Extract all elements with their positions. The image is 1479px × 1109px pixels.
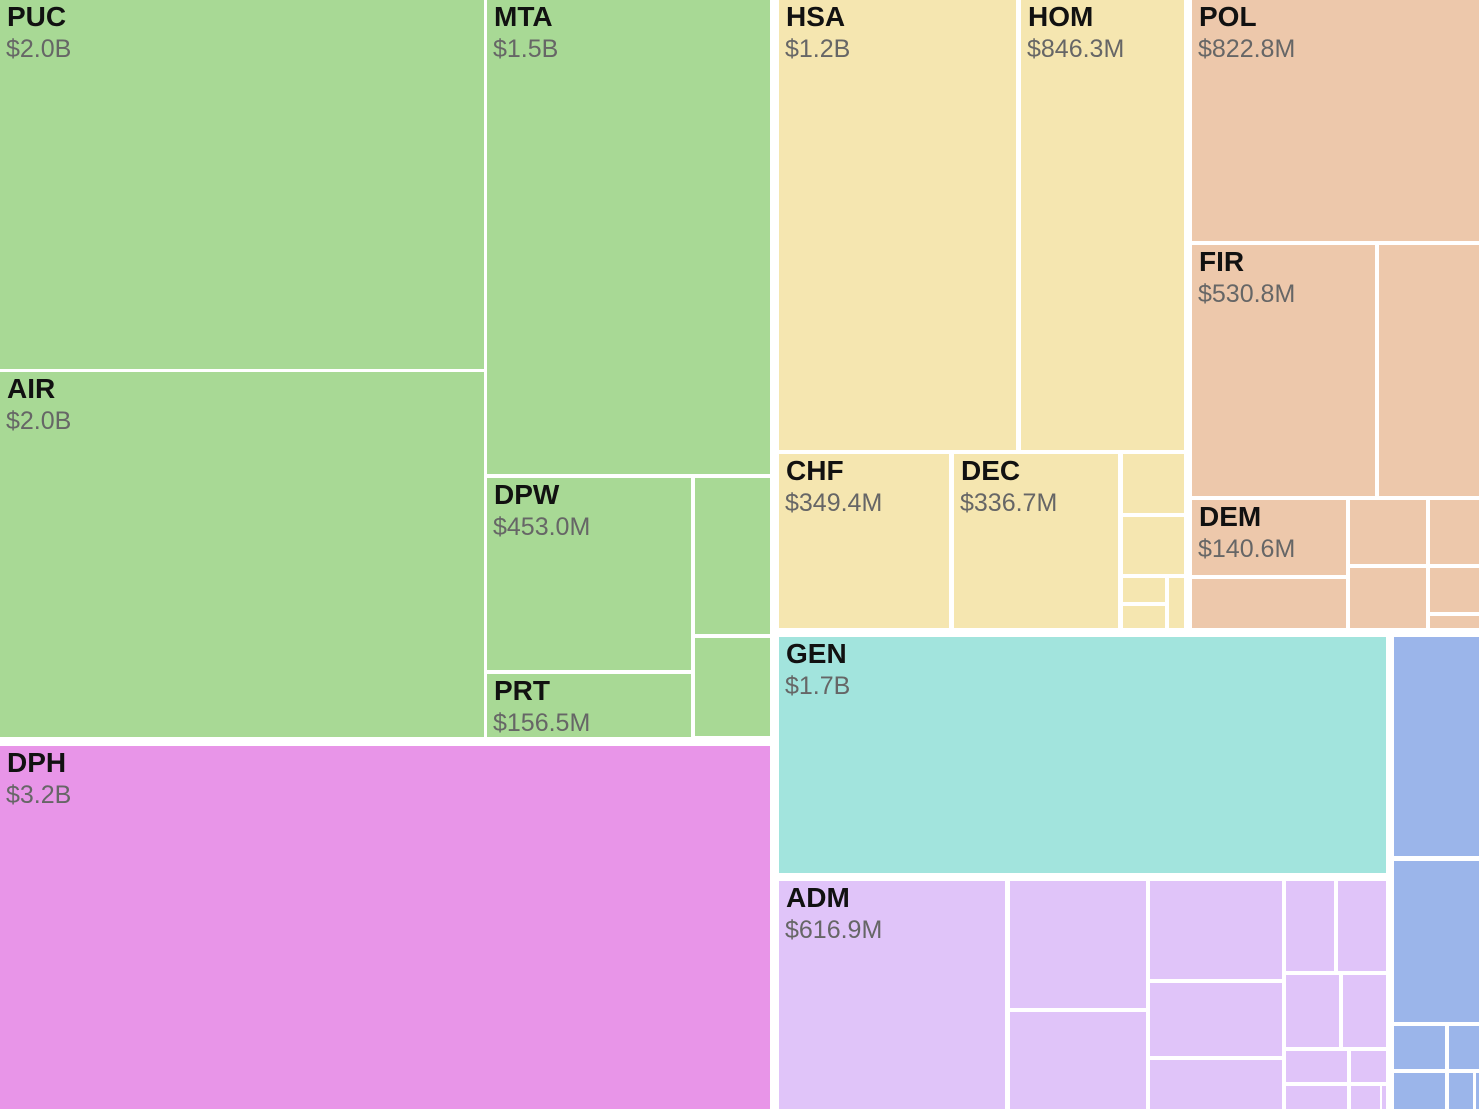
treemap-tile-dpw: DPW $453.0M	[487, 478, 691, 670]
tile-code-label: PRT	[494, 675, 550, 706]
treemap-tile-hsa: HSA $1.2B	[779, 0, 1016, 450]
treemap-tile-blue-6	[1476, 1073, 1479, 1109]
tile-code-label: ADM	[786, 882, 850, 913]
treemap-tile-peach-7	[1430, 500, 1479, 564]
treemap-tile-lavender-13	[1351, 1086, 1380, 1109]
treemap-tile-blue-1	[1394, 861, 1479, 1022]
treemap-tile-lavender-2	[1010, 1012, 1146, 1109]
treemap-tile-yellow-6	[1123, 578, 1165, 602]
treemap-tile-dph: DPH $3.2B	[0, 746, 770, 1109]
tile-code-label: DEC	[961, 455, 1021, 486]
treemap-tile-yellow-5	[1123, 517, 1184, 574]
treemap-tile-air: AIR $2.0B	[0, 372, 484, 737]
treemap-tile-blue-4	[1394, 1073, 1445, 1109]
tile-value-label: $822.8M	[1198, 35, 1296, 63]
tile-code-label: DEM	[1199, 501, 1262, 532]
tile-value-label: $1.2B	[785, 35, 851, 63]
treemap-tile-blue-5	[1449, 1073, 1473, 1109]
tile-value-label: $846.3M	[1027, 35, 1125, 63]
treemap-tile-gen: GEN $1.7B	[779, 637, 1386, 873]
treemap-tile-hom: HOM $846.3M	[1021, 0, 1184, 450]
treemap-tile-lavender-14	[1382, 1086, 1386, 1109]
treemap-tile-peach-8	[1430, 568, 1479, 612]
tile-code-label: PUC	[7, 1, 67, 32]
treemap-tile-green-5	[695, 478, 770, 634]
tile-value-label: $1.5B	[493, 35, 559, 63]
treemap-tile-lavender-9	[1343, 975, 1386, 1047]
treemap-tile-yellow-8	[1169, 578, 1184, 628]
treemap-tile-green-6	[695, 638, 770, 736]
tile-code-label: HSA	[786, 1, 846, 32]
treemap-tile-fir: FIR $530.8M	[1192, 245, 1375, 496]
tile-value-label: $530.8M	[1198, 280, 1296, 308]
treemap-tile-lavender-5	[1150, 1060, 1282, 1109]
treemap-tile-prt: PRT $156.5M	[487, 674, 691, 737]
tile-code-label: GEN	[786, 638, 847, 669]
treemap-tile-lavender-10	[1286, 1051, 1347, 1082]
tile-code-label: HOM	[1028, 1, 1094, 32]
treemap-tile-yellow-7	[1123, 606, 1165, 628]
treemap-tile-lavender-6	[1286, 881, 1334, 971]
tile-value-label: $336.7M	[960, 489, 1058, 517]
treemap-tile-peach-4	[1192, 579, 1346, 628]
treemap-tile-lavender-11	[1351, 1051, 1386, 1082]
treemap-tile-peach-10	[1476, 500, 1479, 512]
tile-value-label: $3.2B	[6, 781, 72, 809]
treemap-tile-adm: ADM $616.9M	[779, 881, 1005, 1109]
tile-code-label: AIR	[7, 373, 56, 404]
tile-value-label: $1.7B	[785, 672, 851, 700]
treemap-tile-lavender-3	[1150, 881, 1282, 979]
treemap-tile-dec: DEC $336.7M	[954, 454, 1118, 628]
treemap-tile-lavender-4	[1150, 983, 1282, 1056]
treemap-tile-pol: POL $822.8M	[1192, 0, 1479, 241]
tile-value-label: $616.9M	[785, 916, 883, 944]
tile-code-label: MTA	[494, 1, 553, 32]
treemap-tile-yellow-4	[1123, 454, 1184, 513]
treemap-tile-mta: MTA $1.5B	[487, 0, 770, 474]
treemap-tile-peach-2	[1379, 245, 1479, 496]
treemap-tile-blue-0	[1394, 637, 1479, 856]
treemap-tile-lavender-1	[1010, 881, 1146, 1008]
tile-value-label: $349.4M	[785, 489, 883, 517]
treemap-tile-peach-6	[1350, 568, 1426, 628]
treemap-tile-lavender-8	[1286, 975, 1339, 1047]
tile-value-label: $156.5M	[493, 709, 591, 737]
treemap-tile-dem: DEM $140.6M	[1192, 500, 1346, 575]
treemap-tile-lavender-12	[1286, 1086, 1347, 1109]
treemap-tile-puc: PUC $2.0B	[0, 0, 484, 369]
treemap-tile-chf: CHF $349.4M	[779, 454, 949, 628]
tile-value-label: $2.0B	[6, 35, 72, 63]
tile-value-label: $2.0B	[6, 407, 72, 435]
tile-code-label: POL	[1199, 1, 1257, 32]
tile-value-label: $453.0M	[493, 513, 591, 541]
treemap-tile-lavender-7	[1338, 881, 1386, 971]
tile-value-label: $140.6M	[1198, 535, 1296, 563]
tile-code-label: FIR	[1199, 246, 1245, 277]
treemap-tile-peach-9	[1430, 616, 1479, 628]
tile-code-label: CHF	[786, 455, 844, 486]
treemap-tile-blue-2	[1394, 1026, 1445, 1069]
treemap-tile-peach-5	[1350, 500, 1426, 564]
tile-code-label: DPH	[7, 747, 67, 778]
treemap-tile-blue-3	[1449, 1026, 1479, 1069]
tile-code-label: DPW	[494, 479, 560, 510]
